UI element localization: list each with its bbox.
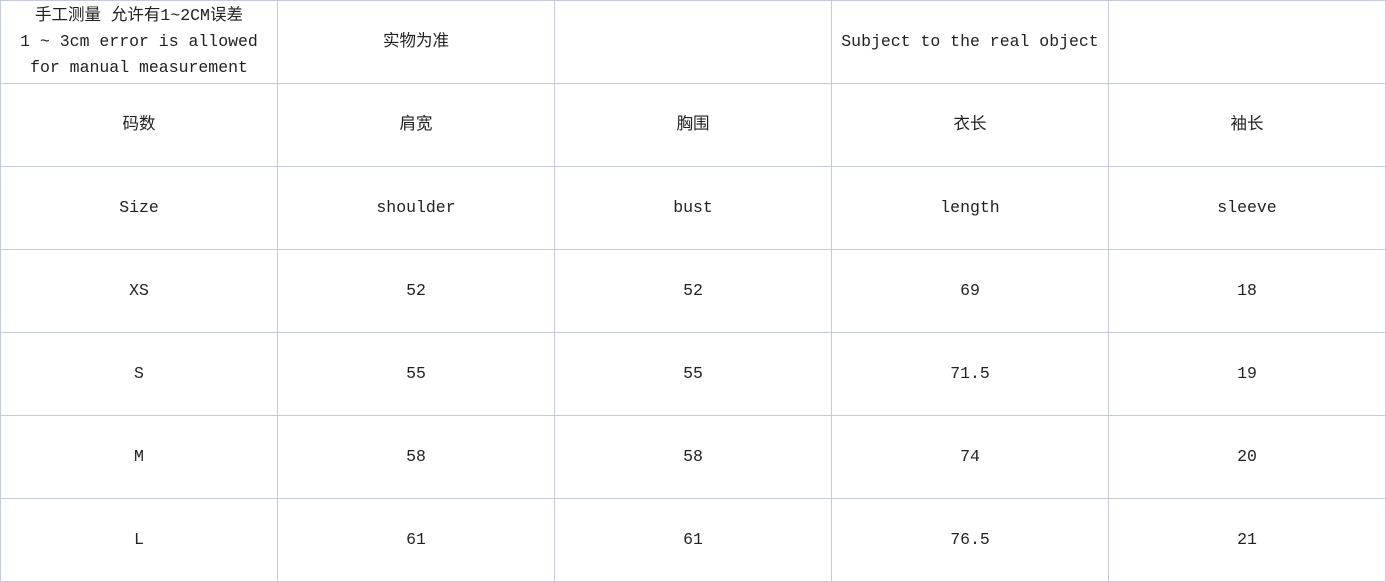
note-line-en-2: for manual measurement: [30, 58, 248, 77]
column-header-row-en: Size shoulder bust length sleeve: [0, 166, 1386, 250]
table-cell: 76.5: [831, 498, 1109, 582]
size-cell: M: [0, 415, 278, 499]
note-line-cn: 手工测量 允许有1~2CM误差: [35, 6, 243, 25]
table-cell: 55: [554, 332, 832, 416]
size-cell: L: [0, 498, 278, 582]
table-cell: 69: [831, 249, 1109, 333]
note-row: 手工测量 允许有1~2CM误差 1 ~ 3cm error is allowed…: [0, 0, 1386, 84]
header-cell: [1108, 0, 1386, 84]
table-cell: 74: [831, 415, 1109, 499]
column-header-row-cn: 码数 肩宽 胸围 衣长 袖长: [0, 83, 1386, 167]
header-cell: 实物为准: [277, 0, 555, 84]
table-cell: 55: [277, 332, 555, 416]
column-header: 肩宽: [277, 83, 555, 167]
column-header: 袖长: [1108, 83, 1386, 167]
table-cell: 19: [1108, 332, 1386, 416]
note-line-en-1: 1 ~ 3cm error is allowed: [20, 32, 258, 51]
column-header: shoulder: [277, 166, 555, 250]
table-cell: 18: [1108, 249, 1386, 333]
column-header: 胸围: [554, 83, 832, 167]
table-cell: 61: [277, 498, 555, 582]
column-header: 码数: [0, 83, 278, 167]
table-cell: 61: [554, 498, 832, 582]
column-header: Size: [0, 166, 278, 250]
measurement-note: 手工测量 允许有1~2CM误差 1 ~ 3cm error is allowed…: [0, 0, 278, 84]
table-cell: 20: [1108, 415, 1386, 499]
table-cell: 21: [1108, 498, 1386, 582]
column-header: 衣长: [831, 83, 1109, 167]
table-row: XS 52 52 69 18: [0, 249, 1386, 333]
column-header: sleeve: [1108, 166, 1386, 250]
table-row: S 55 55 71.5 19: [0, 332, 1386, 416]
header-cell: [554, 0, 832, 84]
table-cell: 52: [277, 249, 555, 333]
table-cell: 58: [277, 415, 555, 499]
table-cell: 52: [554, 249, 832, 333]
table-row: M 58 58 74 20: [0, 415, 1386, 499]
table-row: L 61 61 76.5 21: [0, 498, 1386, 582]
table-cell: 71.5: [831, 332, 1109, 416]
size-cell: XS: [0, 249, 278, 333]
column-header: length: [831, 166, 1109, 250]
column-header: bust: [554, 166, 832, 250]
table-cell: 58: [554, 415, 832, 499]
header-cell: Subject to the real object: [831, 0, 1109, 84]
size-cell: S: [0, 332, 278, 416]
